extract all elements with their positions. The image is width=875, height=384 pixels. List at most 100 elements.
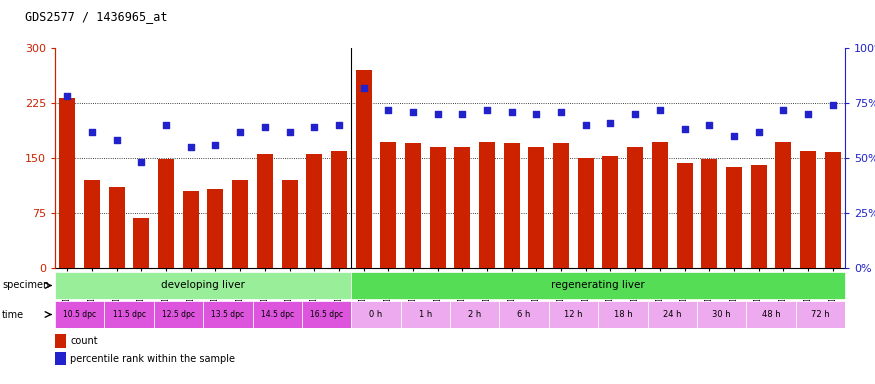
Point — [677, 126, 691, 132]
Point — [382, 106, 396, 113]
Point — [159, 122, 173, 128]
Text: 2 h: 2 h — [468, 310, 481, 319]
Bar — [553, 143, 569, 268]
Point — [554, 109, 568, 115]
Text: developing liver: developing liver — [161, 280, 245, 291]
Bar — [405, 143, 421, 268]
Bar — [133, 218, 150, 268]
Bar — [578, 158, 594, 268]
Text: 0 h: 0 h — [369, 310, 382, 319]
Text: 24 h: 24 h — [663, 310, 682, 319]
Bar — [603, 156, 619, 268]
Point — [258, 124, 272, 130]
Text: 12.5 dpc: 12.5 dpc — [162, 310, 195, 319]
Bar — [55, 301, 104, 328]
Bar — [60, 98, 75, 268]
Bar — [598, 301, 648, 328]
Bar — [203, 301, 253, 328]
Bar — [701, 159, 717, 268]
Bar — [84, 180, 100, 268]
Point — [307, 124, 321, 130]
Point — [801, 111, 815, 117]
Point — [604, 120, 618, 126]
Point — [208, 142, 222, 148]
Bar — [108, 187, 125, 268]
Bar — [479, 142, 495, 268]
Text: 11.5 dpc: 11.5 dpc — [113, 310, 145, 319]
Point — [455, 111, 469, 117]
Text: 16.5 dpc: 16.5 dpc — [310, 310, 343, 319]
Bar — [751, 165, 766, 268]
Bar — [726, 167, 742, 268]
Point — [776, 106, 790, 113]
Point — [430, 111, 444, 117]
Point — [109, 137, 123, 144]
Bar — [158, 159, 174, 268]
Bar — [257, 154, 273, 268]
Point — [703, 122, 717, 128]
Point — [233, 129, 247, 135]
Bar — [549, 301, 598, 328]
Point — [184, 144, 198, 150]
Bar — [55, 334, 66, 348]
Bar — [55, 352, 66, 365]
Text: count: count — [70, 336, 98, 346]
Bar — [232, 180, 248, 268]
Bar — [331, 151, 346, 268]
Text: 30 h: 30 h — [712, 310, 731, 319]
Point — [826, 102, 840, 108]
Point — [727, 133, 741, 139]
Point — [529, 111, 543, 117]
Text: 14.5 dpc: 14.5 dpc — [261, 310, 294, 319]
Point — [653, 106, 667, 113]
Bar — [450, 301, 500, 328]
Bar — [381, 142, 396, 268]
Text: 6 h: 6 h — [517, 310, 531, 319]
Point — [357, 84, 371, 91]
Bar — [775, 142, 791, 268]
Text: 13.5 dpc: 13.5 dpc — [211, 310, 244, 319]
Text: GDS2577 / 1436965_at: GDS2577 / 1436965_at — [25, 10, 167, 23]
Bar — [207, 189, 223, 268]
Bar — [154, 301, 203, 328]
Text: time: time — [2, 310, 25, 319]
Bar — [800, 151, 816, 268]
Text: 12 h: 12 h — [564, 310, 583, 319]
Point — [85, 129, 99, 135]
Bar — [824, 152, 841, 268]
Bar — [652, 142, 668, 268]
Point — [505, 109, 519, 115]
Bar — [351, 272, 845, 299]
Bar — [351, 301, 401, 328]
Point — [480, 106, 494, 113]
Bar — [430, 147, 445, 268]
Point — [578, 122, 592, 128]
Point — [628, 111, 642, 117]
Bar — [104, 301, 154, 328]
Bar — [355, 70, 372, 268]
Bar — [282, 180, 298, 268]
Bar — [302, 301, 351, 328]
Text: regenerating liver: regenerating liver — [551, 280, 645, 291]
Point — [406, 109, 420, 115]
Point — [332, 122, 346, 128]
Text: 1 h: 1 h — [419, 310, 432, 319]
Point — [60, 93, 74, 99]
Point — [752, 129, 766, 135]
Bar — [55, 272, 351, 299]
Text: 48 h: 48 h — [761, 310, 780, 319]
Bar — [504, 143, 520, 268]
Text: specimen: specimen — [2, 280, 49, 291]
Bar — [696, 301, 746, 328]
Text: 72 h: 72 h — [811, 310, 829, 319]
Text: 10.5 dpc: 10.5 dpc — [63, 310, 96, 319]
Bar — [500, 301, 549, 328]
Bar — [795, 301, 845, 328]
Bar — [454, 147, 471, 268]
Bar — [306, 154, 322, 268]
Point — [283, 129, 297, 135]
Text: percentile rank within the sample: percentile rank within the sample — [70, 354, 235, 364]
Bar — [648, 301, 696, 328]
Point — [135, 159, 149, 166]
Bar — [746, 301, 795, 328]
